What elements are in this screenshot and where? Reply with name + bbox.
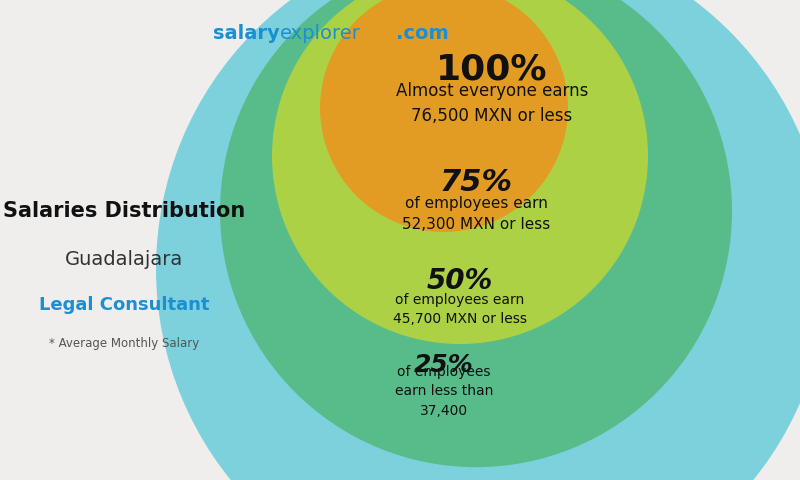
Text: of employees earn
45,700 MXN or less: of employees earn 45,700 MXN or less — [393, 293, 527, 326]
Ellipse shape — [156, 0, 800, 480]
Text: 100%: 100% — [436, 53, 548, 86]
Ellipse shape — [272, 0, 648, 344]
Text: Almost everyone earns
76,500 MXN or less: Almost everyone earns 76,500 MXN or less — [396, 82, 588, 125]
Text: explorer: explorer — [280, 24, 361, 43]
Text: 50%: 50% — [427, 267, 493, 295]
Text: 75%: 75% — [439, 168, 513, 197]
Text: of employees
earn less than
37,400: of employees earn less than 37,400 — [395, 365, 493, 418]
Text: Legal Consultant: Legal Consultant — [38, 296, 210, 314]
Ellipse shape — [320, 0, 568, 232]
Text: salary: salary — [214, 24, 280, 43]
Text: * Average Monthly Salary: * Average Monthly Salary — [49, 336, 199, 350]
Text: Salaries Distribution: Salaries Distribution — [3, 201, 245, 221]
Text: 25%: 25% — [414, 353, 474, 377]
Text: of employees earn
52,300 MXN or less: of employees earn 52,300 MXN or less — [402, 196, 550, 231]
Text: Guadalajara: Guadalajara — [65, 250, 183, 269]
Ellipse shape — [220, 0, 732, 467]
Text: .com: .com — [396, 24, 449, 43]
